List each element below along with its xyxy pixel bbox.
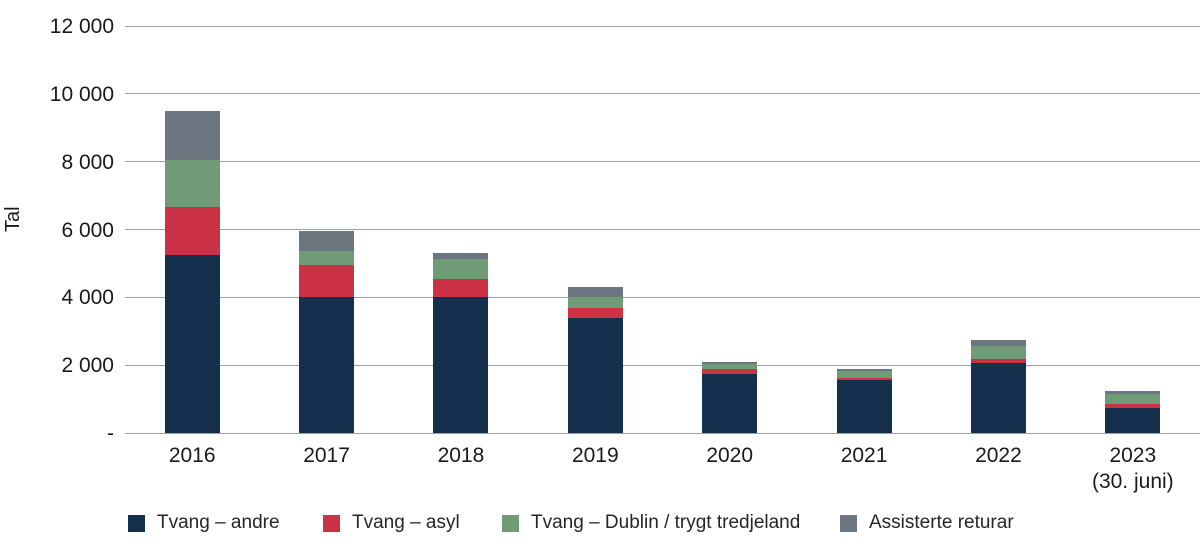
bar-segment	[164, 160, 220, 208]
gridline	[125, 93, 1200, 95]
bar-segment	[970, 359, 1026, 364]
x-axis-tick-label: 2022	[975, 444, 1022, 467]
legend-item: Tvang – asyl	[323, 512, 460, 534]
bar-segment	[836, 368, 892, 372]
y-axis-tick-label: 12 000	[49, 15, 114, 38]
legend-item: Tvang – andre	[128, 512, 280, 534]
bar-segment	[970, 363, 1026, 433]
legend-label: Tvang – Dublin / trygt tredjeland	[531, 512, 801, 533]
legend-label: Assisterte returar	[869, 512, 1014, 533]
bar-segment	[433, 259, 489, 280]
bar-segment	[567, 317, 623, 433]
bar-segment	[299, 265, 355, 298]
x-axis-tick-label: 2018	[437, 444, 485, 467]
bar-segment	[702, 363, 758, 369]
bar-segment	[1105, 403, 1161, 408]
x-axis-tick-label: 2023 (30. juni)	[1058, 443, 1200, 496]
bar-segment	[567, 297, 623, 308]
bar-segment	[433, 279, 489, 298]
gridline	[125, 432, 1200, 434]
bar-segment	[164, 207, 220, 255]
bar-segment	[164, 254, 220, 433]
bar-segment	[702, 373, 758, 433]
x-axis-tick-label: 2021	[840, 444, 888, 467]
bar-segment	[702, 361, 758, 364]
bar-segment	[836, 377, 892, 381]
y-axis-tick-label: 10 000	[49, 82, 114, 106]
bar-2023	[1105, 390, 1161, 433]
bar-segment	[567, 307, 623, 318]
bar-segment	[299, 297, 355, 433]
gridline	[125, 25, 1200, 27]
x-axis-tick-label: 2016	[168, 444, 216, 467]
bar-segment	[970, 346, 1026, 360]
y-axis-tick-label: -	[107, 422, 114, 445]
x-axis-tick-label: 2017	[303, 444, 350, 467]
bar-segment	[1105, 407, 1161, 433]
bar-2019	[567, 287, 623, 433]
gridline	[125, 364, 1200, 366]
bar-2020	[702, 361, 758, 433]
legend-label: Tvang – asyl	[352, 512, 460, 533]
x-axis-tick-label: 2019	[571, 444, 619, 467]
legend-swatch-icon	[323, 514, 340, 532]
legend-item: Assisterte returar	[840, 512, 1014, 534]
bar-segment	[567, 287, 623, 298]
gridline	[125, 296, 1200, 298]
bar-2022	[970, 340, 1026, 433]
y-axis-tick-label: 4 000	[61, 286, 114, 310]
legend-label: Tvang – andre	[157, 512, 280, 533]
y-axis-tick-label: 2 000	[61, 354, 114, 378]
bar-segment	[299, 231, 355, 251]
bar-2018	[433, 253, 489, 433]
bar-segment	[1105, 393, 1161, 404]
bar-segment	[702, 368, 758, 374]
y-axis-tick-label: 6 000	[61, 218, 114, 242]
bar-segment	[1105, 390, 1161, 394]
legend-swatch-icon	[840, 514, 857, 532]
gridline	[125, 229, 1200, 230]
bar-segment	[970, 340, 1026, 347]
gridline	[125, 161, 1200, 163]
x-axis-tick-sublabel: (30. juni)	[1091, 470, 1174, 494]
bar-segment	[836, 380, 892, 433]
bar-segment	[433, 297, 489, 433]
bar-2017	[299, 231, 355, 433]
bar-2021	[836, 368, 892, 433]
legend-swatch-icon	[128, 514, 145, 532]
bar-segment	[836, 371, 892, 378]
bar-segment	[433, 253, 489, 260]
bar-segment	[299, 250, 355, 266]
y-axis-tick-label: 8 000	[61, 150, 114, 174]
bar-segment	[164, 110, 220, 160]
x-axis-tick-label: 2020	[706, 444, 754, 467]
legend-swatch-icon	[502, 514, 519, 532]
legend-item: Tvang – Dublin / trygt tredjeland	[502, 512, 800, 534]
bar-2016	[164, 110, 220, 433]
